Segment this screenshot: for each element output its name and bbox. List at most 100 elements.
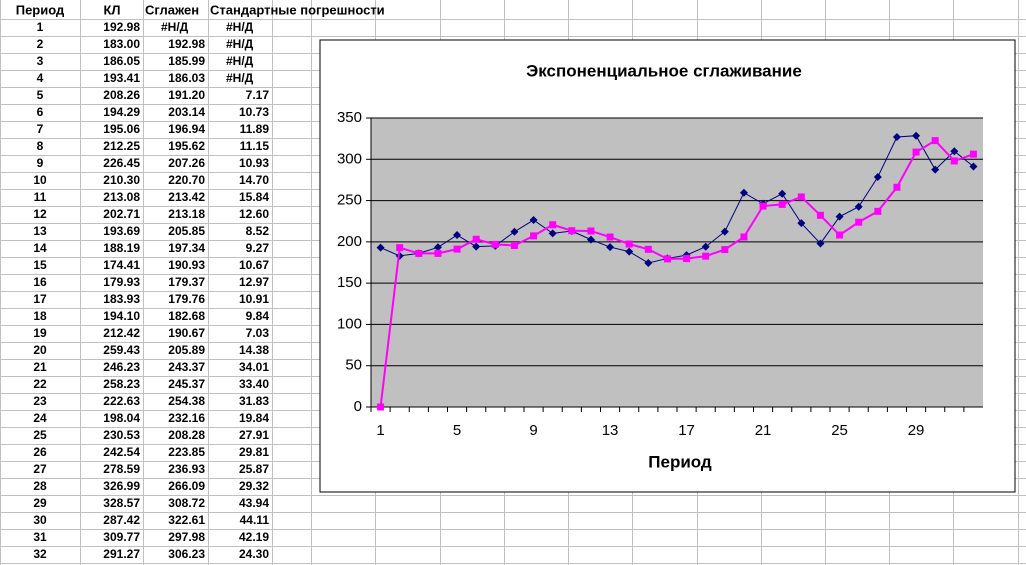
cell-text: 30 bbox=[33, 513, 47, 527]
cell-text: 297.98 bbox=[168, 530, 205, 544]
point bbox=[625, 247, 634, 256]
cell-text: 213.18 bbox=[168, 207, 205, 221]
cell-text: 26 bbox=[33, 445, 47, 459]
cell-text: 210.30 bbox=[103, 173, 140, 187]
point bbox=[969, 150, 977, 158]
cell-text: 31.83 bbox=[239, 394, 269, 408]
cell-text: 192.98 bbox=[168, 37, 205, 51]
cell-text: 27.91 bbox=[239, 428, 269, 442]
cell-text: 193.69 bbox=[103, 224, 140, 238]
point bbox=[759, 202, 767, 210]
cell-text: 179.93 bbox=[103, 275, 140, 289]
cell-text: 23 bbox=[33, 394, 47, 408]
cell-text: 207.26 bbox=[168, 156, 205, 170]
column-header: Сглажен bbox=[145, 2, 199, 17]
point bbox=[586, 235, 595, 244]
cell-text: 11 bbox=[34, 190, 47, 204]
point bbox=[606, 233, 614, 241]
cell-text: 236.93 bbox=[168, 462, 205, 476]
cell-text: 328.57 bbox=[103, 496, 140, 510]
cell-text: 186.05 bbox=[103, 54, 140, 68]
cell-text: 12.97 bbox=[239, 275, 269, 289]
cell-text: 190.67 bbox=[168, 326, 205, 340]
point bbox=[453, 245, 461, 253]
point bbox=[874, 207, 882, 215]
cell-text: 29.81 bbox=[239, 445, 269, 459]
point bbox=[739, 188, 748, 197]
cell-text: 25.87 bbox=[239, 462, 269, 476]
point bbox=[396, 244, 404, 252]
x-axis-title: Период bbox=[648, 452, 712, 471]
cell-text: 2 bbox=[37, 37, 44, 51]
plot-area bbox=[371, 118, 983, 407]
cell-text: 306.23 bbox=[168, 547, 205, 561]
cell-text: 245.37 bbox=[168, 377, 205, 391]
y-tick-label: 300 bbox=[337, 150, 362, 167]
point bbox=[835, 212, 844, 221]
cell-text: 213.08 bbox=[103, 190, 140, 204]
cell-text: #Н/Д bbox=[226, 37, 254, 51]
point bbox=[433, 243, 442, 252]
point bbox=[969, 162, 978, 171]
cell-text: 203.14 bbox=[168, 105, 205, 119]
cell-text: 174.41 bbox=[103, 258, 140, 272]
point bbox=[510, 241, 518, 249]
cell-text: 11.15 bbox=[240, 139, 270, 153]
cell-text: 34.01 bbox=[239, 360, 269, 374]
point bbox=[683, 255, 691, 263]
point bbox=[491, 240, 499, 248]
cell-text: 183.93 bbox=[103, 292, 140, 306]
cell-text: #Н/Д bbox=[226, 54, 254, 68]
cell-text: 7 bbox=[37, 122, 44, 136]
x-tick-label: 29 bbox=[908, 422, 925, 439]
cell-text: 42.19 bbox=[239, 530, 269, 544]
cell-text: 196.94 bbox=[168, 122, 205, 136]
cell-text: 291.27 bbox=[103, 547, 140, 561]
cell-text: 14 bbox=[33, 241, 47, 255]
cell-text: 33.40 bbox=[239, 377, 269, 391]
cell-text: 9.27 bbox=[246, 241, 270, 255]
cell-text: 9.84 bbox=[246, 309, 270, 323]
cell-text: 226.45 bbox=[103, 156, 140, 170]
x-tick-label: 17 bbox=[678, 422, 695, 439]
point bbox=[453, 231, 462, 240]
column-header: Стандартные погрешности bbox=[210, 2, 385, 17]
cell-text: 182.68 bbox=[168, 309, 205, 323]
cell-text: 192.98 bbox=[103, 20, 140, 34]
cell-text: 208.26 bbox=[103, 88, 140, 102]
cell-text: 19.84 bbox=[239, 411, 269, 425]
point bbox=[702, 252, 710, 260]
cell-text: 202.71 bbox=[103, 207, 140, 221]
point bbox=[797, 193, 805, 201]
cell-text: 322.61 bbox=[168, 513, 205, 527]
point bbox=[663, 255, 671, 263]
x-tick-label: 9 bbox=[529, 422, 537, 439]
cell-text: 243.37 bbox=[168, 360, 205, 374]
cell-text: 29.32 bbox=[239, 479, 269, 493]
cell-text: 195.62 bbox=[168, 139, 205, 153]
point bbox=[912, 148, 920, 156]
point bbox=[816, 211, 824, 219]
point bbox=[873, 172, 882, 181]
cell-text: 278.59 bbox=[103, 462, 140, 476]
point bbox=[816, 239, 825, 248]
cell-text: 24.30 bbox=[239, 547, 269, 561]
cell-text: #Н/Д bbox=[226, 20, 254, 34]
cell-text: 212.42 bbox=[103, 326, 140, 340]
cell-text: 22 bbox=[33, 377, 47, 391]
cell-text: 186.03 bbox=[168, 71, 205, 85]
cell-text: 326.99 bbox=[103, 479, 140, 493]
y-tick-label: 250 bbox=[337, 192, 362, 209]
cell-text: 8 bbox=[37, 139, 44, 153]
point bbox=[568, 227, 576, 235]
cell-text: 15.84 bbox=[239, 190, 269, 204]
cell-text: 17 bbox=[33, 292, 47, 306]
cell-text: 191.20 bbox=[168, 88, 205, 102]
point bbox=[855, 218, 863, 226]
point bbox=[472, 235, 480, 243]
point bbox=[778, 200, 786, 208]
point bbox=[836, 231, 844, 239]
column-header: КЛ bbox=[103, 2, 120, 17]
cell-text: 197.34 bbox=[168, 241, 205, 255]
